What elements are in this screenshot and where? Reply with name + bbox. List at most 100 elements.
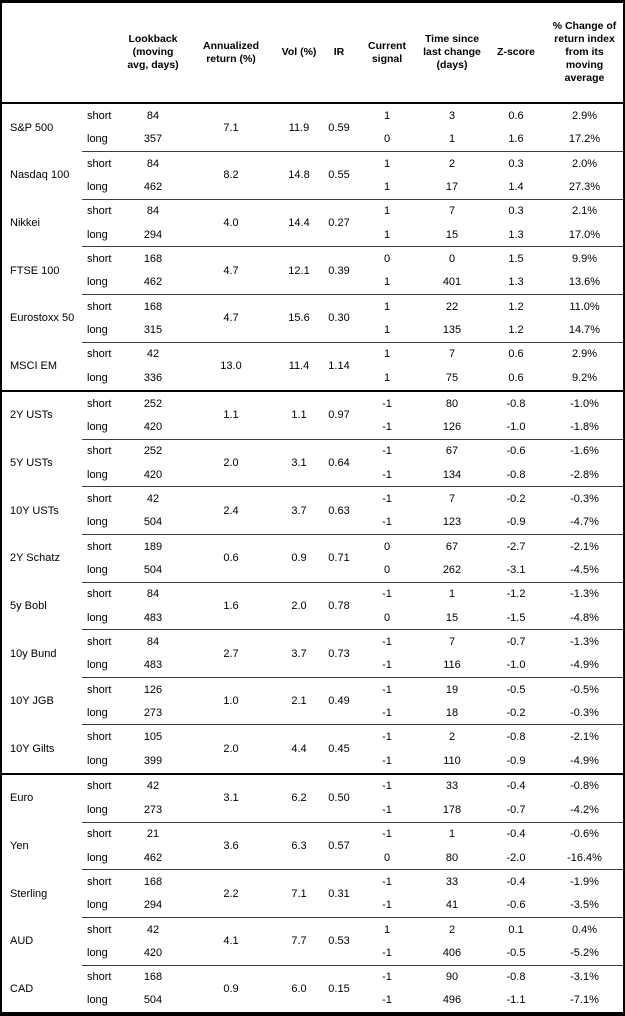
table-row: long 462 0 80 -2.0 -16.4% (2, 846, 623, 870)
ir-value: 0.71 (322, 533, 356, 583)
time-since-value: 41 (445, 899, 459, 912)
pct-change-value: 2.1% (546, 198, 623, 224)
pct-change-value: -2.8% (570, 468, 599, 481)
zscore-value: 1.5 (486, 246, 546, 271)
header-time-since: Time since last change (days) (418, 3, 486, 104)
table-row: long 273 -1 178 -0.7 -4.2% (2, 798, 623, 822)
table-row: long 504 -1 123 -0.9 -4.7% (2, 511, 623, 535)
leg-label: short (82, 438, 120, 464)
table-row: S&P 500 short 84 7.1 11.9 0.59 1 3 0.6 2.9% (2, 103, 623, 134)
lookback-value: 462 (143, 181, 163, 194)
header-row: Lookback (moving avg, days) Annualized r… (2, 3, 623, 104)
lookback-value: 42 (120, 486, 186, 511)
time-since-value: 178 (442, 803, 462, 816)
zscore-value: -0.8 (506, 468, 526, 481)
time-since-value: 15 (445, 611, 459, 624)
zscore-value: -1.5 (506, 611, 526, 624)
current-signal-value: -1 (356, 438, 418, 464)
leg-label: short (82, 533, 120, 559)
current-signal-value: 1 (356, 198, 418, 224)
pct-change-value: 9.9% (546, 246, 623, 271)
table-header: Lookback (moving avg, days) Annualized r… (2, 3, 623, 104)
table-row: 5y Bobl short 84 1.6 2.0 0.78 -1 1 -1.2 -1.3% (2, 581, 623, 630)
current-signal-value: -1 (382, 803, 392, 816)
time-since-value: 7 (418, 341, 486, 366)
vol-value: 4.4 (276, 724, 322, 774)
zscore-value: -0.7 (486, 629, 546, 654)
vol-value: 2.1 (276, 676, 322, 725)
asset-name: 10Y USTs (10, 504, 59, 517)
zscore-value: 0.6 (508, 371, 524, 384)
leg-label: short (82, 869, 120, 894)
zscore-value: -0.4 (486, 772, 546, 799)
time-since-value: 2 (418, 724, 486, 749)
lookback-value: 420 (143, 468, 163, 481)
leg-label: long (87, 563, 108, 576)
pct-change-value: -0.3% (570, 706, 599, 719)
header-ir: IR (322, 3, 356, 104)
time-since-value: 135 (442, 323, 462, 336)
header-vol: Vol (%) (276, 3, 322, 104)
leg-label: short (82, 772, 120, 799)
current-signal-value: 1 (383, 323, 391, 336)
time-since-value: 19 (418, 676, 486, 702)
lookback-value: 294 (143, 899, 163, 912)
asset-name: AUD (10, 935, 34, 948)
leg-label: short (82, 724, 120, 749)
leg-label: short (82, 341, 120, 366)
zscore-value: 1.4 (508, 181, 524, 194)
time-since-value: 7 (418, 629, 486, 654)
ir-value: 0.15 (322, 964, 356, 1012)
time-since-value: 1 (418, 821, 486, 846)
asset-name: Sterling (10, 887, 48, 900)
annualized-return-value: 0.6 (186, 533, 276, 583)
time-since-value: 67 (418, 438, 486, 464)
leg-label: long (87, 803, 108, 816)
annualized-return-value: 13.0 (186, 341, 276, 391)
leg-label: long (87, 516, 108, 529)
current-signal-value: 0 (356, 246, 418, 271)
annualized-return-value: 2.2 (186, 869, 276, 918)
leg-label: long (87, 659, 108, 672)
annualized-return-value: 8.2 (186, 151, 276, 200)
annualized-return-value: 2.0 (186, 724, 276, 774)
annualized-return-value: 2.0 (186, 438, 276, 487)
current-signal-value: -1 (382, 659, 392, 672)
vol-value: 3.7 (276, 486, 322, 535)
table-row: Yen short 21 3.6 6.3 0.57 -1 1 -0.4 -0.6% (2, 821, 623, 870)
asset-name: 10y Bund (10, 647, 57, 660)
pct-change-value: -16.4% (567, 851, 602, 864)
current-signal-value: 0 (356, 533, 418, 559)
annualized-return-value: 4.7 (186, 293, 276, 343)
current-signal-value: 1 (383, 371, 391, 384)
pct-change-value: -4.5% (570, 563, 599, 576)
vol-value: 7.1 (276, 869, 322, 918)
asset-name: 2Y Schatz (10, 552, 60, 565)
header-asset-blank (2, 3, 82, 104)
pct-change-value: -4.7% (570, 516, 599, 529)
table-row: long 420 -1 134 -0.8 -2.8% (2, 463, 623, 487)
table-row: FTSE 100 short 168 4.7 12.1 0.39 0 0 1.5 9.9% (2, 246, 623, 295)
zscore-value: -0.9 (506, 516, 526, 529)
time-since-value: 406 (442, 946, 462, 959)
zscore-value: 0.6 (508, 109, 524, 122)
lookback-value: 399 (143, 754, 163, 767)
lookback-value: 504 (143, 994, 163, 1007)
asset-name: 2Y USTs (2, 389, 82, 440)
current-signal-value: -1 (382, 994, 392, 1007)
table-row: Sterling short 168 2.2 7.1 0.31 -1 33 -0.4 -1.9% (2, 869, 623, 918)
leg-label: long (87, 899, 108, 912)
lookback-value: 462 (143, 851, 163, 864)
zscore-value: -0.2 (486, 486, 546, 511)
table-row: long 420 -1 406 -0.5 -5.2% (2, 941, 623, 965)
pct-change-value: -0.3% (546, 486, 623, 511)
zscore-value: -1.2 (486, 581, 546, 606)
current-signal-value: -1 (382, 946, 392, 959)
current-signal-value: 0 (383, 851, 391, 864)
time-since-value: 33 (418, 772, 486, 799)
ir-value: 0.30 (322, 293, 356, 343)
ir-value: 0.50 (322, 772, 356, 823)
table-row: Euro short 42 3.1 6.2 0.50 -1 33 -0.4 -0.8% (2, 772, 623, 823)
zscore-value: -0.2 (506, 706, 526, 719)
time-since-value: 116 (443, 659, 461, 672)
